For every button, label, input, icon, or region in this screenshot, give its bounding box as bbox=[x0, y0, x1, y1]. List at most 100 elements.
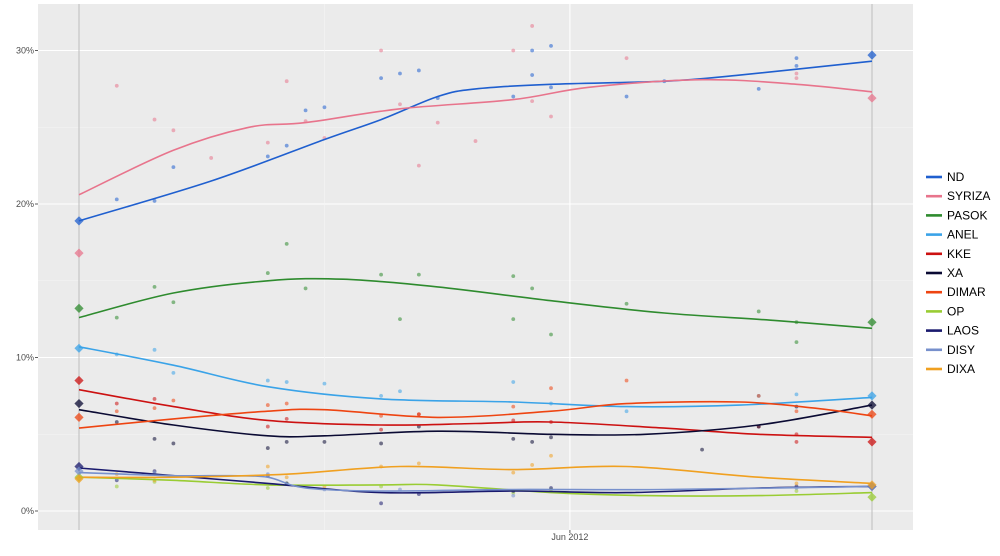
poll-point-anel bbox=[794, 392, 799, 397]
poll-point-xa bbox=[265, 446, 270, 450]
poll-point-syriza bbox=[379, 48, 383, 53]
poll-point-nd bbox=[114, 197, 119, 202]
poll-point-dimar bbox=[114, 409, 119, 414]
poll-point-syriza bbox=[398, 102, 402, 107]
legend-label-laos: LAOS bbox=[947, 324, 979, 338]
election-result-syriza bbox=[74, 248, 84, 258]
poll-point-kke bbox=[265, 424, 270, 429]
y-tick-label: 20% bbox=[16, 199, 34, 209]
election-result-anel bbox=[74, 343, 84, 353]
trend-line-op bbox=[78, 476, 873, 497]
election-results bbox=[74, 50, 877, 502]
legend-label-anel: ANEL bbox=[947, 228, 979, 242]
poll-point-syriza bbox=[209, 156, 214, 160]
trend-line-dixa bbox=[78, 465, 873, 485]
poll-point-pasok bbox=[171, 300, 176, 305]
legend-label-pasok: PASOK bbox=[947, 208, 987, 222]
poll-point-dixa bbox=[794, 481, 799, 486]
poll-point-kke bbox=[114, 401, 119, 406]
poll-point-dimar bbox=[549, 386, 553, 391]
poll-point-anel bbox=[152, 347, 157, 352]
poll-point-dimar bbox=[624, 378, 629, 383]
legend-label-dixa: DIXA bbox=[947, 362, 975, 376]
poll-point-pasok bbox=[398, 317, 402, 322]
legend-label-op: OP bbox=[947, 304, 964, 318]
axes: 0% 10% 20% 30% Jun 2012 bbox=[16, 46, 588, 543]
trend-lines bbox=[78, 60, 873, 497]
election-result-dixa bbox=[74, 474, 84, 484]
poll-point-pasok bbox=[152, 284, 157, 289]
election-result-anel bbox=[867, 391, 877, 401]
legend-label-disy: DISY bbox=[947, 343, 975, 357]
poll-point-pasok bbox=[379, 272, 383, 277]
poll-point-syriza bbox=[416, 163, 421, 168]
election-result-dixa bbox=[867, 480, 877, 490]
poll-point-syriza bbox=[265, 140, 270, 145]
poll-point-kke bbox=[152, 397, 157, 401]
poll-point-nd bbox=[416, 68, 421, 73]
grid bbox=[38, 4, 913, 530]
poll-point-nd bbox=[379, 76, 383, 81]
poll-point-pasok bbox=[284, 242, 289, 246]
trend-line-disy bbox=[78, 471, 873, 492]
poll-point-anel bbox=[322, 381, 327, 386]
poll-point-xa bbox=[511, 436, 516, 441]
election-result-pasok bbox=[867, 317, 877, 327]
poll-point-nd bbox=[530, 73, 535, 77]
election-result-disy bbox=[74, 466, 84, 476]
poll-point-nd bbox=[322, 105, 327, 110]
poll-point-dimar bbox=[284, 401, 289, 406]
poll-point-dixa bbox=[549, 453, 553, 458]
poll-point-nd bbox=[171, 165, 176, 170]
election-result-kke bbox=[867, 437, 877, 447]
poll-point-kke bbox=[794, 440, 799, 444]
poll-point-dimar bbox=[265, 403, 270, 407]
poll-point-nd bbox=[303, 108, 308, 113]
poll-point-disy bbox=[511, 493, 516, 498]
poll-point-dimar bbox=[511, 404, 516, 409]
poll-point-pasok bbox=[114, 315, 119, 320]
poll-point-pasok bbox=[511, 317, 516, 322]
x-tick-label: Jun 2012 bbox=[551, 532, 588, 542]
poll-point-xa bbox=[379, 441, 383, 446]
trend-line-dimar bbox=[78, 400, 873, 429]
poll-point-dimar bbox=[416, 412, 421, 417]
poll-point-anel bbox=[265, 378, 270, 383]
trend-line-syriza bbox=[78, 78, 873, 196]
poll-point-anel bbox=[511, 380, 516, 384]
poll-point-pasok bbox=[794, 340, 799, 345]
poll-point-kke bbox=[379, 427, 383, 432]
poll-point-anel bbox=[171, 370, 176, 375]
poll-point-xa bbox=[171, 441, 176, 446]
poll-point-pasok bbox=[530, 286, 535, 291]
poll-point-syriza bbox=[530, 99, 535, 104]
poll-point-syriza bbox=[152, 117, 157, 122]
poll-point-syriza bbox=[473, 139, 478, 143]
plot-panel bbox=[38, 4, 913, 530]
election-result-dimar bbox=[867, 409, 877, 419]
poll-point-syriza bbox=[284, 79, 289, 84]
poll-point-xa bbox=[700, 447, 704, 452]
poll-point-dixa bbox=[265, 464, 270, 469]
poll-point-nd bbox=[530, 48, 535, 53]
poll-point-xa bbox=[322, 440, 327, 444]
poll-point-nd bbox=[794, 63, 799, 68]
legend-label-kke: KKE bbox=[947, 247, 971, 261]
poll-point-op bbox=[114, 484, 119, 489]
poll-point-nd bbox=[756, 86, 761, 91]
poll-point-nd bbox=[284, 143, 289, 148]
legend-label-xa: XA bbox=[947, 266, 963, 280]
poll-point-dixa bbox=[416, 461, 421, 466]
poll-point-xa bbox=[549, 435, 553, 440]
poll-point-syriza bbox=[624, 56, 629, 61]
poll-point-pasok bbox=[265, 271, 270, 275]
election-result-pasok bbox=[74, 303, 84, 313]
y-tick-label: 30% bbox=[16, 46, 34, 56]
poll-point-op bbox=[265, 486, 270, 490]
poll-point-syriza bbox=[530, 24, 535, 28]
legend-label-dimar: DIMAR bbox=[947, 285, 986, 299]
election-result-dimar bbox=[74, 412, 84, 422]
poll-point-dixa bbox=[530, 463, 535, 467]
poll-point-pasok bbox=[416, 272, 421, 277]
poll-point-syriza bbox=[549, 114, 553, 119]
